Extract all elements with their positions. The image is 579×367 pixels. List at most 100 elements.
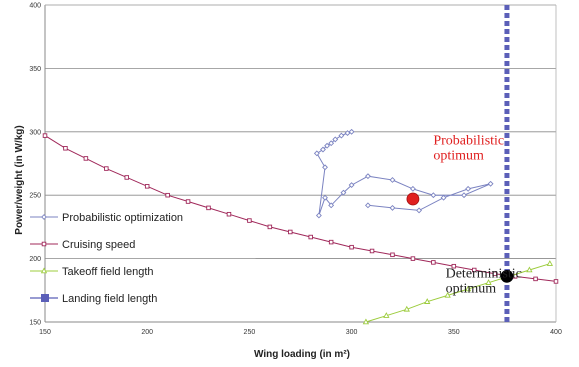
data-point bbox=[465, 185, 472, 192]
legend-marker bbox=[41, 214, 47, 220]
x-tick-label: 200 bbox=[141, 329, 153, 336]
data-point bbox=[444, 291, 451, 298]
data-point bbox=[322, 164, 328, 171]
data-point bbox=[390, 252, 395, 258]
data-point bbox=[430, 192, 437, 199]
data-point bbox=[42, 133, 48, 138]
data-point bbox=[369, 248, 375, 254]
data-point bbox=[533, 276, 538, 282]
legend-entry: Takeoff field length bbox=[30, 266, 154, 278]
x-tick-label: 150 bbox=[39, 329, 51, 336]
data-point bbox=[324, 142, 331, 149]
data-point bbox=[348, 128, 355, 135]
data-point bbox=[440, 194, 447, 201]
highlight-points bbox=[406, 192, 514, 283]
data-point bbox=[320, 146, 326, 153]
data-point bbox=[267, 224, 273, 230]
data-point bbox=[348, 182, 355, 188]
data-point bbox=[389, 177, 396, 183]
series-1 bbox=[42, 133, 559, 284]
legend-label: Takeoff field length bbox=[62, 266, 154, 278]
deterministic-optimum-label-line: optimum bbox=[446, 282, 497, 297]
legend-entry: Probabilistic optimization bbox=[30, 212, 183, 224]
legend-marker bbox=[41, 241, 47, 247]
data-point bbox=[313, 150, 320, 157]
data-point bbox=[383, 312, 390, 318]
data-point bbox=[165, 192, 170, 198]
x-tick-label: 350 bbox=[448, 329, 460, 336]
deterministic-optimum bbox=[500, 269, 514, 283]
legend-label: Landing field length bbox=[62, 293, 157, 305]
data-point bbox=[340, 189, 347, 196]
legend-label: Probabilistic optimization bbox=[62, 212, 183, 224]
series-0 bbox=[313, 128, 494, 219]
data-point bbox=[63, 146, 68, 151]
data-point bbox=[83, 156, 89, 161]
data-point bbox=[403, 305, 410, 312]
data-point bbox=[338, 132, 345, 139]
data-point bbox=[328, 202, 335, 209]
x-tick-label: 300 bbox=[346, 329, 358, 336]
data-point bbox=[332, 136, 339, 143]
probabilistic-optimum-label-line: Probabilistic bbox=[433, 133, 504, 148]
data-point bbox=[226, 211, 232, 217]
data-point bbox=[344, 130, 351, 137]
data-point bbox=[424, 298, 431, 304]
x-tick-label: 250 bbox=[244, 329, 256, 336]
data-point bbox=[247, 218, 252, 223]
data-point bbox=[410, 256, 416, 261]
data-point bbox=[492, 271, 497, 277]
data-point bbox=[416, 207, 422, 214]
axes bbox=[44, 4, 557, 323]
x-tick-label: 400 bbox=[550, 329, 562, 336]
data-point bbox=[349, 244, 354, 250]
data-point bbox=[389, 204, 396, 211]
data-point bbox=[315, 212, 322, 219]
data-point bbox=[487, 180, 494, 187]
legend-label: Cruising speed bbox=[62, 239, 135, 251]
data-point bbox=[553, 279, 559, 284]
probabilistic-optimum-label-line: optimum bbox=[433, 148, 484, 163]
data-point bbox=[362, 318, 370, 325]
deterministic-optimum-label-line: Deterministic bbox=[446, 267, 522, 282]
data-point bbox=[464, 285, 472, 292]
data-point bbox=[288, 229, 293, 235]
legend-marker bbox=[41, 294, 49, 302]
data-point bbox=[328, 239, 334, 245]
data-point bbox=[185, 199, 191, 204]
data-point bbox=[526, 266, 533, 273]
data-point bbox=[124, 175, 130, 180]
x-axis-title: Wing loading (in m²) bbox=[254, 349, 350, 360]
data-point bbox=[365, 173, 371, 180]
data-point bbox=[365, 202, 371, 209]
y-tick-label: 250 bbox=[29, 193, 41, 200]
y-tick-label: 300 bbox=[29, 129, 41, 136]
data-point bbox=[546, 260, 554, 266]
x-tick-labels: 150 200 250 300 350 400 bbox=[39, 329, 562, 336]
legend-marker bbox=[40, 267, 48, 274]
data-point bbox=[308, 234, 313, 240]
data-point bbox=[104, 166, 109, 171]
probabilistic-optimum-label: Probabilistic optimum bbox=[433, 133, 504, 163]
data-point bbox=[431, 260, 436, 265]
data-point bbox=[461, 192, 467, 199]
y-tick-label: 350 bbox=[29, 66, 41, 73]
probabilistic-optimum bbox=[406, 192, 420, 206]
data-point bbox=[144, 184, 150, 189]
data-point bbox=[206, 205, 211, 211]
series-line bbox=[365, 263, 551, 323]
y-tick-labels: 150 200 250 300 350 400 bbox=[29, 3, 41, 327]
series-line bbox=[44, 135, 557, 282]
data-point bbox=[485, 279, 492, 285]
deterministic-optimum-label: Deterministic optimum bbox=[446, 267, 522, 297]
y-tick-label: 400 bbox=[29, 3, 41, 10]
legend: Probabilistic optimization Cruising speed… bbox=[30, 212, 183, 305]
data-point bbox=[471, 267, 477, 273]
data-point bbox=[322, 194, 328, 201]
data-point bbox=[328, 140, 335, 147]
y-tick-label: 200 bbox=[29, 256, 41, 263]
y-tick-label: 150 bbox=[29, 320, 41, 327]
data-point bbox=[451, 263, 457, 269]
